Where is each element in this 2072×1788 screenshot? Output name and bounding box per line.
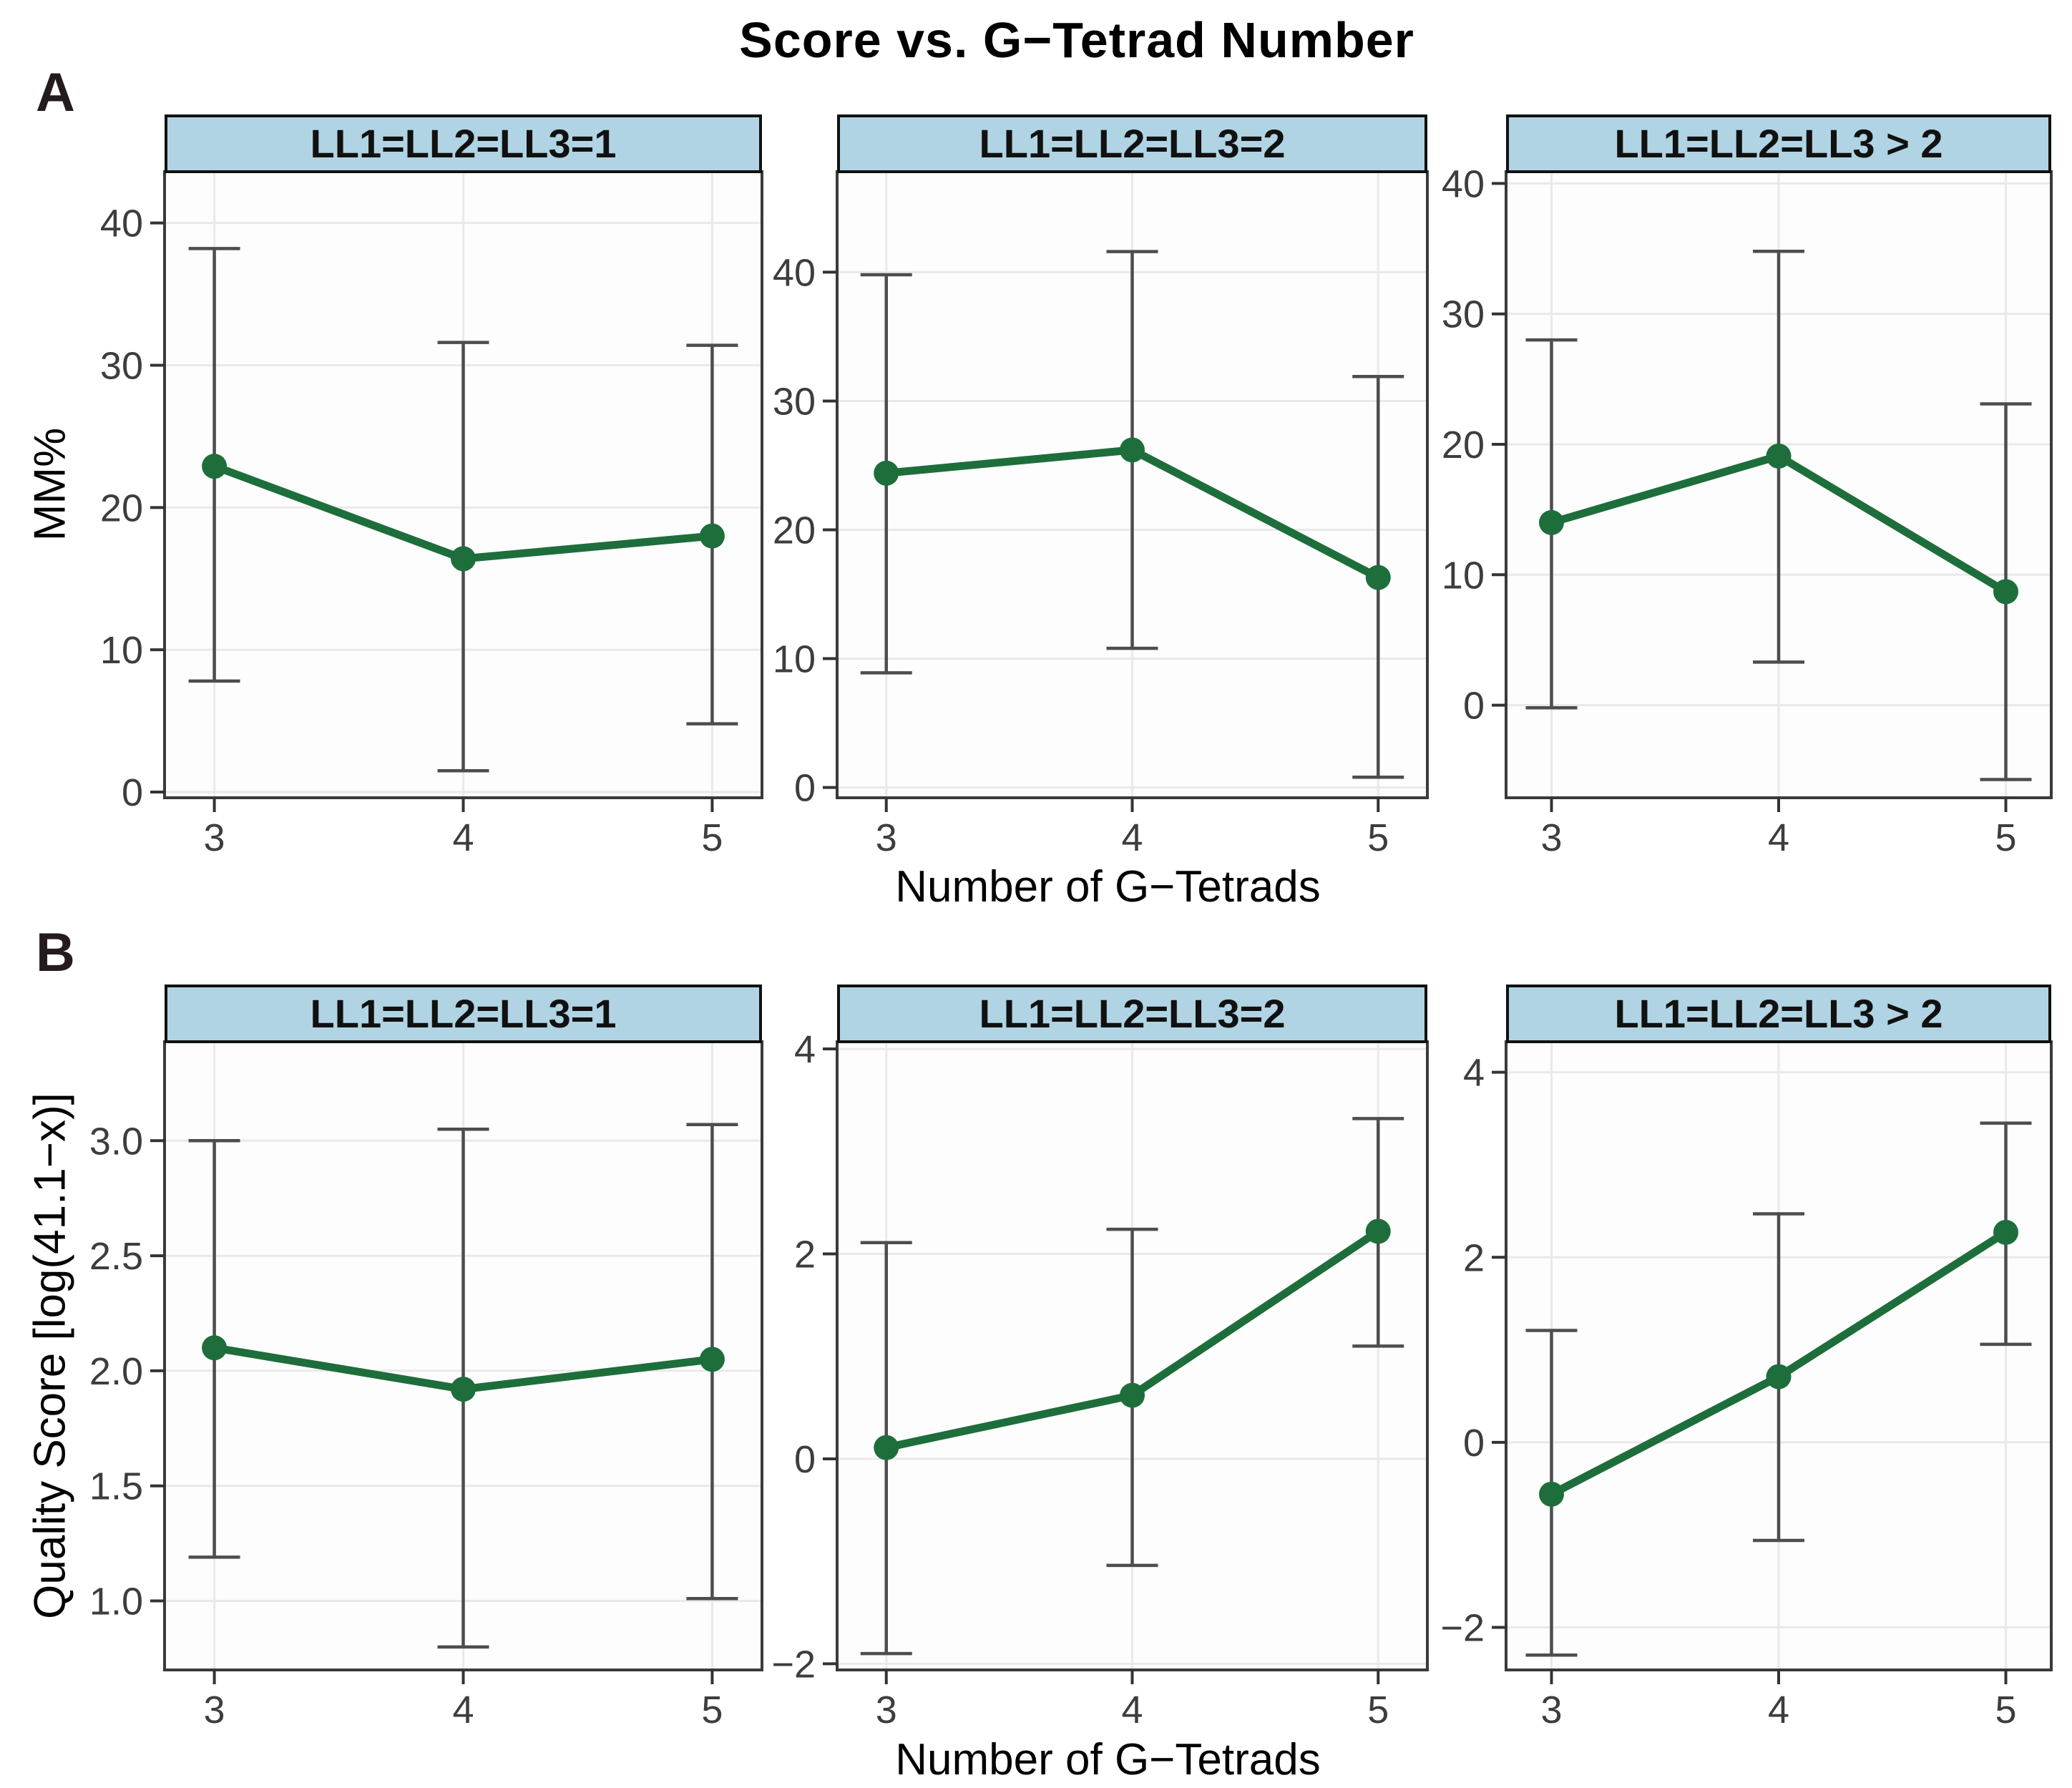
facet-label: LL1=LL2=LL3 > 2 xyxy=(1614,991,1942,1036)
facet-strip xyxy=(1506,114,2051,173)
panel-a1-plot: LL1=LL2=LL3=1 0 10 20 30 40 3 4 5 xyxy=(100,114,763,859)
x-tick-label: 3 xyxy=(1540,816,1562,859)
y-tick-label: 20 xyxy=(100,487,143,529)
section-b-label: B xyxy=(36,922,75,983)
y-tick-label: 0 xyxy=(794,1438,816,1481)
data-point xyxy=(1766,443,1792,469)
x-tick-label: 4 xyxy=(1768,816,1789,859)
data-point xyxy=(874,1435,899,1460)
x-axis-title-b: Number of G−Tetrads xyxy=(895,1735,1321,1784)
facet-strip xyxy=(165,114,762,173)
x-tick-label: 5 xyxy=(1367,816,1389,859)
y-tick-label: 30 xyxy=(1442,293,1485,336)
facet-label: LL1=LL2=LL3 > 2 xyxy=(1614,121,1942,166)
y-tick-label: 1.0 xyxy=(89,1581,143,1623)
facet-label: LL1=LL2=LL3=2 xyxy=(979,121,1286,166)
y-tick-label: 0 xyxy=(122,771,143,814)
y-tick-label: 40 xyxy=(1442,162,1485,205)
x-axis-title-a: Number of G−Tetrads xyxy=(895,862,1321,912)
panel-a2-plot: LL1=LL2=LL3=2 0 10 20 30 40 3 4 5 xyxy=(773,114,1429,859)
facet-strip xyxy=(837,985,1427,1043)
data-point xyxy=(1365,565,1391,590)
panel-b1-plot: LL1=LL2=LL3=1 1.0 1.5 2.0 2.5 3.0 3 4 5 xyxy=(89,985,763,1731)
data-point xyxy=(699,1347,725,1372)
x-tick-label: 4 xyxy=(1121,1689,1143,1731)
data-point xyxy=(699,523,725,549)
y-tick-label: 4 xyxy=(1463,1052,1485,1095)
y-tick-label: 20 xyxy=(773,509,816,552)
data-point xyxy=(202,1335,228,1361)
data-point xyxy=(1539,509,1564,535)
y-tick-label: 10 xyxy=(773,638,816,681)
x-tick-label: 4 xyxy=(452,816,474,859)
facet-label: LL1=LL2=LL3=1 xyxy=(311,991,617,1036)
y-tick-label: 2 xyxy=(1463,1236,1485,1279)
data-point xyxy=(1993,579,2018,605)
data-point xyxy=(874,460,899,486)
y-tick-label: 30 xyxy=(100,344,143,387)
y-tick-label: 2.5 xyxy=(89,1235,143,1278)
y-tick-label: 4 xyxy=(794,1028,816,1071)
y-tick-label: 0 xyxy=(794,767,816,810)
data-point xyxy=(1120,437,1145,463)
y-tick-label: 1.5 xyxy=(89,1465,143,1508)
y-tick-label: −2 xyxy=(1440,1607,1485,1650)
data-point xyxy=(451,546,476,572)
y-tick-label: 0 xyxy=(1463,1422,1485,1465)
x-tick-label: 5 xyxy=(1995,816,2016,859)
data-point xyxy=(1766,1364,1792,1389)
data-point xyxy=(1539,1481,1564,1507)
facet-strip xyxy=(837,114,1427,173)
y-tick-label: 40 xyxy=(100,202,143,245)
data-point xyxy=(1993,1219,2018,1245)
y-tick-label: 3.0 xyxy=(89,1120,143,1163)
panel-b2-plot: LL1=LL2=LL3=2 −2 0 2 4 3 4 5 xyxy=(771,985,1429,1731)
facet-label: LL1=LL2=LL3=1 xyxy=(311,121,617,166)
facet-strip xyxy=(165,985,762,1043)
x-tick-label: 3 xyxy=(1540,1689,1562,1731)
x-tick-label: 5 xyxy=(701,816,723,859)
y-tick-label: 40 xyxy=(773,251,816,294)
x-tick-label: 3 xyxy=(876,816,897,859)
x-tick-label: 3 xyxy=(204,1689,225,1731)
y-tick-label: 10 xyxy=(1442,554,1485,597)
y-tick-label: −2 xyxy=(771,1643,816,1686)
panel-b3-plot: LL1=LL2=LL3 > 2 −2 0 2 4 3 4 5 xyxy=(1440,985,2053,1731)
data-point xyxy=(1120,1382,1145,1408)
x-tick-label: 3 xyxy=(876,1689,897,1731)
x-tick-label: 5 xyxy=(1367,1689,1389,1731)
y-tick-label: 0 xyxy=(1463,685,1485,728)
y-tick-label: 2 xyxy=(794,1233,816,1276)
y-tick-label: 20 xyxy=(1442,424,1485,466)
x-tick-label: 5 xyxy=(1995,1689,2016,1731)
y-tick-label: 30 xyxy=(773,380,816,423)
x-tick-label: 5 xyxy=(701,1689,723,1731)
data-point xyxy=(451,1377,476,1402)
section-a-label: A xyxy=(36,62,75,123)
facet-strip xyxy=(1506,985,2051,1043)
figure-title: Score vs. G−Tetrad Number xyxy=(739,12,1414,68)
x-tick-label: 4 xyxy=(1768,1689,1789,1731)
data-point xyxy=(202,454,228,479)
y-tick-label: 2.0 xyxy=(89,1350,143,1393)
x-tick-label: 4 xyxy=(1121,816,1143,859)
facet-label: LL1=LL2=LL3=2 xyxy=(979,991,1286,1036)
x-tick-label: 3 xyxy=(204,816,225,859)
data-point xyxy=(1365,1218,1391,1244)
panel-a3-plot: LL1=LL2=LL3 > 2 0 10 20 30 40 3 4 5 xyxy=(1442,114,2053,859)
x-tick-label: 4 xyxy=(452,1689,474,1731)
y-tick-label: 10 xyxy=(100,629,143,672)
